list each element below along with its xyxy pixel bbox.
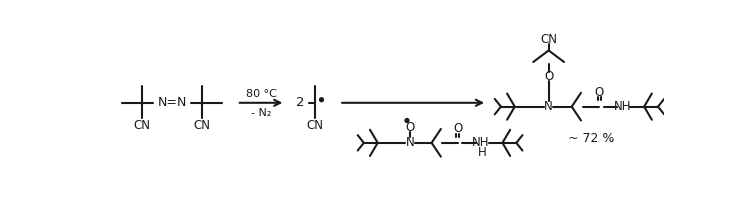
Text: N: N (545, 100, 553, 113)
Text: NH: NH (613, 100, 631, 113)
Text: - N₂: - N₂ (251, 108, 272, 118)
Text: CN: CN (540, 33, 557, 46)
Text: ~ 72 %: ~ 72 % (568, 132, 614, 146)
Text: CN: CN (307, 119, 324, 132)
Circle shape (320, 98, 323, 102)
Text: O: O (453, 123, 462, 135)
Text: O: O (406, 121, 414, 134)
Circle shape (405, 119, 409, 122)
Text: CN: CN (134, 119, 151, 132)
Text: O: O (595, 86, 604, 99)
Text: O: O (544, 70, 554, 83)
Text: H: H (478, 146, 487, 159)
Text: 2: 2 (296, 96, 304, 109)
Text: 80 °C: 80 °C (246, 89, 277, 98)
Text: N=N: N=N (158, 96, 186, 109)
Text: N: N (406, 136, 414, 149)
Text: NH: NH (472, 136, 490, 149)
Text: CN: CN (194, 119, 211, 132)
